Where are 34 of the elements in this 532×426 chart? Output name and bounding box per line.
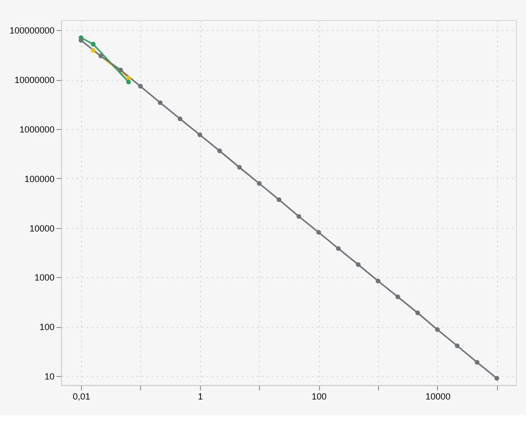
point bbox=[454, 343, 460, 348]
point bbox=[474, 360, 480, 365]
point bbox=[98, 54, 104, 58]
point bbox=[138, 84, 143, 89]
point bbox=[217, 148, 222, 154]
y-tick-label: 100000000 bbox=[9, 26, 54, 36]
point bbox=[435, 327, 440, 332]
point bbox=[237, 165, 242, 170]
point bbox=[78, 38, 84, 43]
point bbox=[118, 68, 123, 72]
point bbox=[494, 376, 500, 381]
y-tick-label: 1000 bbox=[34, 272, 54, 283]
x-tick-label: 100 bbox=[312, 392, 327, 402]
point bbox=[296, 214, 302, 219]
y-tick-label: 100 bbox=[39, 322, 54, 332]
point bbox=[197, 132, 202, 138]
point bbox=[415, 310, 420, 316]
y-tick-label: 1000000 bbox=[19, 124, 54, 134]
point bbox=[158, 100, 163, 106]
point bbox=[178, 116, 182, 122]
point bbox=[395, 294, 400, 300]
y-tick-label: 10 bbox=[44, 372, 54, 382]
point bbox=[316, 230, 321, 235]
point bbox=[356, 262, 361, 267]
y-tick-label: 100000 bbox=[24, 174, 54, 184]
x-tick-label: 1 bbox=[198, 392, 203, 402]
point bbox=[256, 181, 262, 186]
point bbox=[336, 246, 341, 251]
x-tick-label: 10000 bbox=[425, 392, 450, 402]
y-tick-label: 10000000 bbox=[14, 75, 54, 86]
y-tick-label: 10000 bbox=[29, 223, 54, 234]
point bbox=[276, 197, 282, 202]
x-tick-label: 0,01 bbox=[72, 392, 90, 402]
point bbox=[376, 278, 380, 284]
